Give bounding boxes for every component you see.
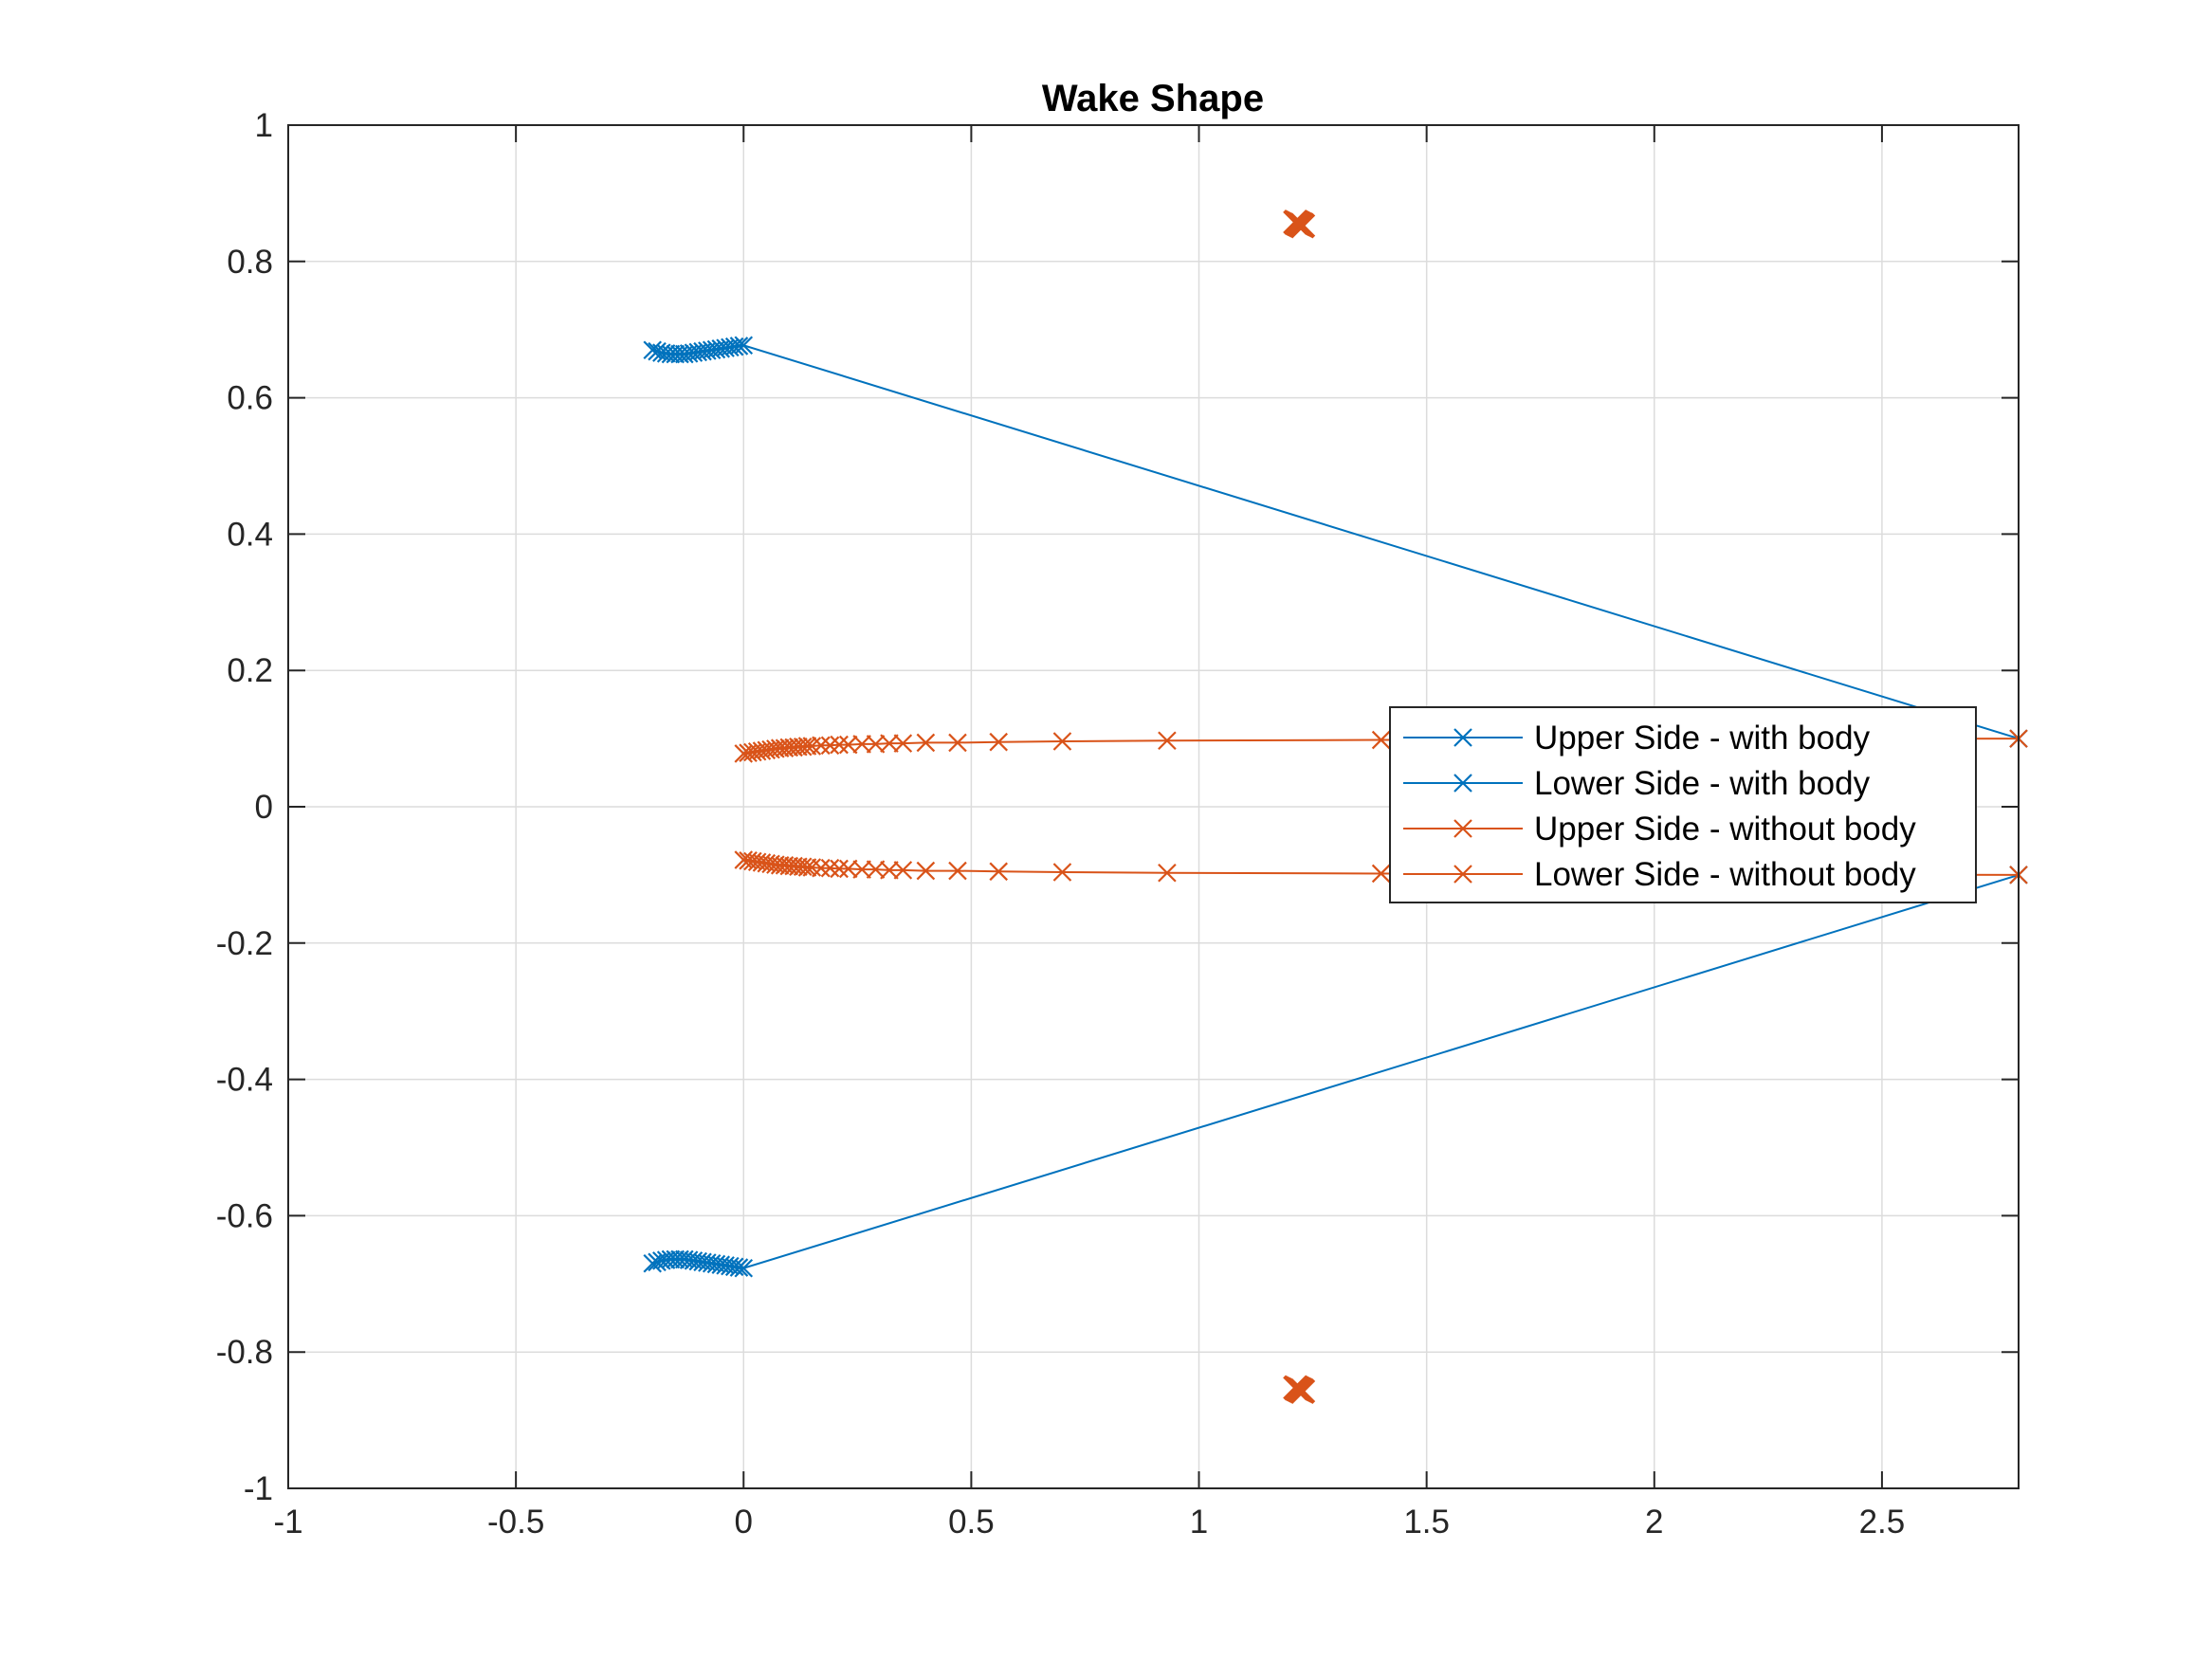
- data-point-marker: [779, 738, 799, 757]
- data-point-marker: [789, 737, 808, 757]
- data-point-marker: [729, 1258, 749, 1277]
- y-tick-label: -0.4: [216, 1062, 273, 1099]
- data-point-marker: [838, 735, 858, 755]
- legend-swatch-marker: [1453, 865, 1472, 884]
- legend-entry: Lower Side - with body: [1403, 765, 1871, 802]
- x-tick-label: 2.5: [1859, 1504, 1906, 1540]
- data-point-marker: [880, 861, 899, 880]
- x-tick-label: 0.5: [948, 1504, 995, 1540]
- data-point-marker: [830, 735, 849, 755]
- y-tick-label: -0.6: [216, 1197, 273, 1234]
- data-point-marker: [729, 337, 749, 356]
- data-point-marker: [880, 734, 899, 753]
- x-tick-label: -1: [273, 1504, 302, 1540]
- data-point-marker: [797, 737, 817, 756]
- y-tick-label: -0.8: [216, 1334, 273, 1371]
- data-point-marker: [820, 736, 840, 756]
- data-point-marker: [852, 735, 871, 754]
- data-point-marker: [1371, 730, 1391, 750]
- data-point-marker: [916, 733, 936, 753]
- data-point-marker: [1158, 863, 1177, 883]
- data-point-marker: [802, 858, 822, 877]
- y-tick-label: 0.8: [227, 244, 273, 281]
- legend-label: Upper Side - without body: [1534, 811, 1916, 848]
- legend: Upper Side - with body Lower Side - with …: [1389, 706, 1977, 903]
- series-line: [651, 344, 2020, 740]
- legend-entry: Lower Side - without body: [1403, 856, 1916, 893]
- y-tick-label: 0: [255, 789, 273, 826]
- legend-label: Lower Side - without body: [1534, 856, 1916, 893]
- data-point-marker: [830, 859, 849, 879]
- data-point-marker: [793, 737, 813, 757]
- y-tick-label: 0.4: [227, 516, 273, 553]
- data-point-marker: [666, 1249, 686, 1269]
- data-point-marker: [893, 734, 913, 753]
- data-point-marker: [789, 857, 808, 877]
- data-point-marker: [989, 732, 1008, 752]
- data-point-marker: [812, 736, 831, 756]
- data-point-marker: [893, 861, 913, 880]
- data-point-marker: [916, 861, 936, 881]
- y-tick-label: 1: [255, 107, 273, 144]
- series-1: [643, 336, 2028, 748]
- legend-swatch-marker: [1453, 774, 1472, 793]
- tick-marks: [287, 124, 2019, 1489]
- data-point-marker: [770, 856, 790, 875]
- series-2: [643, 866, 2028, 1278]
- legend-label: Upper Side - with body: [1534, 720, 1871, 757]
- data-point-marker: [779, 856, 799, 876]
- legend-label: Lower Side - with body: [1534, 765, 1871, 802]
- y-tick-labels: -1 -0.8 -0.6 -0.4 -0.2 0 0.2 0.4 0.6 0.8 1: [216, 107, 273, 1507]
- data-point-marker: [1289, 1378, 1316, 1404]
- data-point-marker: [989, 862, 1008, 882]
- data-point-marker: [656, 1250, 676, 1269]
- data-point-marker: [1052, 732, 1072, 751]
- data-point-marker: [838, 859, 858, 879]
- legend-swatch-marker: [1453, 819, 1472, 838]
- data-point-marker: [661, 344, 681, 364]
- chart-title: Wake Shape: [1042, 78, 1264, 119]
- x-tick-labels: -1 -0.5 0 0.5 1 1.5 2 2.5: [273, 1504, 1905, 1540]
- x-tick-label: 1.5: [1403, 1504, 1450, 1540]
- data-point-marker: [948, 861, 967, 881]
- x-tick-label: 2: [1645, 1504, 1663, 1540]
- data-point-marker: [1371, 864, 1391, 884]
- y-tick-label: -1: [244, 1470, 273, 1507]
- data-point-marker: [948, 733, 967, 753]
- data-point-marker: [820, 858, 840, 878]
- legend-entry: Upper Side - with body: [1403, 720, 1871, 757]
- data-point-marker: [656, 344, 676, 363]
- data-point-marker: [793, 857, 813, 877]
- cluster-marker: [1283, 210, 1316, 239]
- data-point-marker: [866, 860, 886, 879]
- legend-entry: Upper Side - without body: [1403, 811, 1916, 848]
- data-point-marker: [1158, 731, 1177, 751]
- data-point-marker: [734, 336, 754, 356]
- series-3: [734, 729, 2028, 763]
- cluster-marker: [1283, 1375, 1316, 1404]
- data-point-marker: [852, 860, 871, 879]
- data-point-marker: [661, 1249, 681, 1269]
- data-point-marker: [802, 737, 822, 756]
- data-point-marker: [734, 1258, 754, 1278]
- data-point-marker: [1289, 212, 1316, 239]
- x-tick-label: 0: [735, 1504, 753, 1540]
- data-point-marker: [812, 858, 831, 878]
- data-point-marker: [797, 858, 817, 877]
- series-layer: [643, 210, 2028, 1404]
- data-point-marker: [866, 735, 886, 754]
- x-tick-label: 1: [1190, 1504, 1208, 1540]
- y-tick-label: 0.6: [227, 380, 273, 417]
- x-tick-label: -0.5: [487, 1504, 544, 1540]
- series-line: [651, 873, 2020, 1269]
- series-4: [734, 850, 2028, 884]
- legend-swatch-marker: [1453, 728, 1472, 747]
- legend-box: [1389, 706, 1977, 903]
- data-point-marker: [666, 344, 686, 364]
- data-point-marker: [1052, 863, 1072, 882]
- data-point-marker: [770, 738, 790, 757]
- y-tick-label: 0.2: [227, 652, 273, 689]
- y-tick-label: -0.2: [216, 925, 273, 962]
